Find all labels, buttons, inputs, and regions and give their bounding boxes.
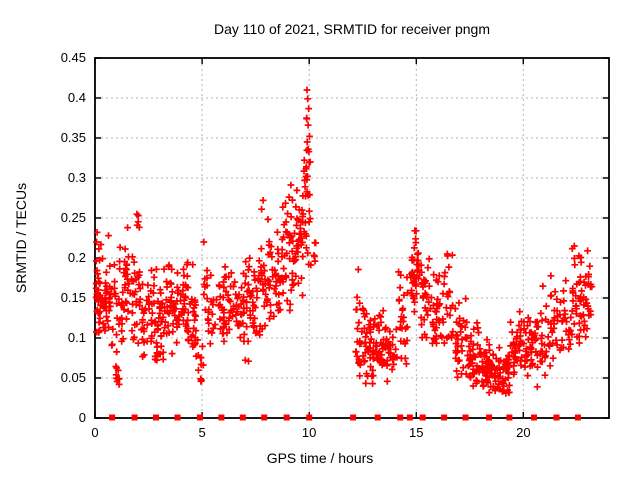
y-tick-label: 0.1 xyxy=(67,330,86,345)
y-tick-label: 0.25 xyxy=(60,210,86,225)
y-tick-label: 0.4 xyxy=(67,90,86,105)
y-tick-label: 0.15 xyxy=(60,290,86,305)
y-tick-label: 0.35 xyxy=(60,130,86,145)
y-tick-label: 0 xyxy=(78,410,86,425)
x-tick-label: 20 xyxy=(516,425,531,440)
x-tick-label: 5 xyxy=(198,425,206,440)
y-tick-label: 0.05 xyxy=(60,370,86,385)
y-tick-label: 0.45 xyxy=(60,50,86,65)
grid-lines xyxy=(96,59,608,417)
scatter-plus-markers xyxy=(92,86,596,397)
x-tick-label: 15 xyxy=(409,425,424,440)
chart-title: Day 110 of 2021, SRMTID for receiver png… xyxy=(214,21,490,37)
baseline-square-markers xyxy=(109,414,581,421)
x-tick-label: 10 xyxy=(301,425,317,440)
y-tick-label: 0.2 xyxy=(67,250,86,265)
x-axis-label: GPS time / hours xyxy=(266,450,374,466)
x-tick-label: 0 xyxy=(91,425,99,440)
y-tick-label: 0.3 xyxy=(67,170,86,185)
